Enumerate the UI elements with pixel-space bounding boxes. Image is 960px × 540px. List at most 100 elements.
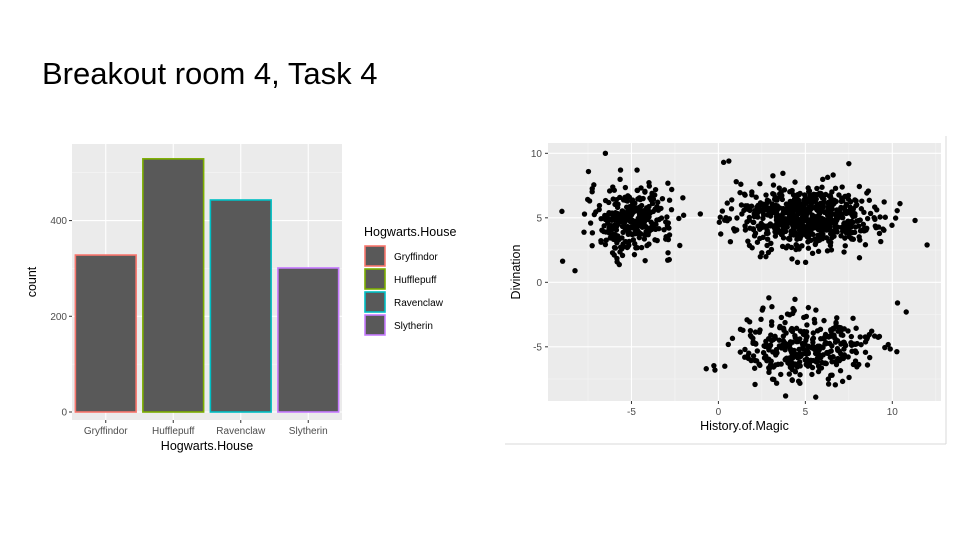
- data-point: [752, 230, 759, 236]
- data-point: [770, 173, 776, 179]
- data-point: [809, 250, 816, 257]
- data-point: [815, 222, 821, 228]
- data-point: [813, 394, 819, 400]
- data-point: [652, 186, 659, 193]
- data-point: [602, 150, 609, 157]
- data-point: [739, 211, 745, 217]
- data-point: [836, 348, 843, 355]
- data-point: [835, 357, 841, 363]
- data-point: [742, 227, 749, 233]
- data-point: [849, 348, 855, 354]
- data-point: [760, 305, 766, 311]
- plot-panel: [548, 143, 941, 401]
- data-point: [585, 168, 592, 175]
- data-point: [596, 202, 603, 209]
- data-point: [665, 250, 671, 256]
- data-point: [633, 245, 639, 251]
- data-point: [607, 235, 613, 241]
- data-point: [819, 359, 825, 366]
- data-point: [864, 215, 871, 222]
- data-point: [789, 355, 796, 361]
- data-point: [858, 206, 865, 212]
- legend-key-ravenclaw: [364, 291, 386, 313]
- bar-gryffindor: [74, 254, 137, 413]
- data-point: [810, 357, 816, 364]
- data-point: [848, 333, 855, 340]
- data-point: [788, 210, 794, 217]
- data-point: [766, 198, 772, 204]
- data-point: [853, 325, 859, 331]
- data-point: [832, 185, 839, 192]
- data-point: [846, 160, 852, 167]
- data-point: [646, 241, 652, 247]
- data-point: [810, 339, 816, 346]
- data-point: [792, 369, 799, 375]
- data-point: [846, 374, 852, 381]
- data-point: [828, 348, 834, 354]
- data-point: [652, 237, 658, 243]
- data-point: [859, 198, 865, 204]
- data-point: [615, 233, 621, 239]
- data-point: [867, 210, 874, 217]
- data-point: [780, 170, 786, 177]
- data-point: [789, 256, 795, 262]
- x-axis-title: Hogwarts.House: [161, 439, 253, 453]
- data-point: [624, 198, 631, 204]
- data-point: [834, 337, 841, 344]
- data-point: [894, 300, 901, 306]
- y-tick-label: 0: [536, 278, 542, 289]
- data-point: [796, 346, 802, 353]
- data-point: [903, 309, 909, 315]
- data-point: [791, 307, 797, 314]
- data-point: [862, 349, 869, 355]
- data-point: [738, 181, 744, 187]
- data-point: [753, 341, 759, 347]
- data-point: [587, 220, 594, 226]
- data-point: [807, 207, 813, 214]
- data-point: [892, 215, 899, 221]
- data-point: [835, 328, 841, 334]
- data-point: [759, 250, 765, 256]
- data-point: [795, 211, 801, 217]
- data-point: [612, 245, 619, 251]
- data-point: [632, 230, 638, 236]
- data-point: [845, 228, 852, 235]
- data-point: [809, 371, 815, 378]
- data-point: [842, 243, 848, 249]
- data-point: [719, 208, 726, 214]
- data-point: [655, 199, 661, 205]
- data-point: [750, 353, 757, 359]
- y-tick-label: -5: [533, 342, 542, 353]
- data-point: [842, 193, 848, 200]
- data-point: [770, 182, 777, 188]
- legend-key-gryffindor: [364, 245, 386, 267]
- data-point: [668, 206, 675, 213]
- data-point: [781, 216, 787, 222]
- data-point: [811, 346, 818, 353]
- data-point: [636, 234, 643, 241]
- data-point: [829, 219, 836, 226]
- legend-label-hufflepuff: Hufflepuff: [394, 275, 437, 286]
- data-point: [887, 346, 893, 352]
- data-point: [763, 338, 769, 345]
- data-point: [847, 198, 854, 205]
- data-point: [606, 188, 613, 194]
- data-point: [787, 198, 793, 205]
- data-point: [789, 377, 795, 384]
- data-point: [810, 231, 816, 238]
- data-point: [912, 217, 918, 224]
- data-point: [779, 231, 785, 238]
- data-point: [738, 202, 745, 208]
- data-point: [818, 202, 825, 208]
- x-tick-label: 0: [716, 407, 722, 418]
- data-point: [724, 217, 730, 224]
- data-point: [882, 214, 888, 220]
- data-point: [728, 206, 735, 212]
- data-point: [792, 225, 798, 231]
- data-point: [711, 362, 717, 369]
- data-point: [783, 222, 789, 228]
- data-point: [729, 335, 736, 342]
- data-point: [829, 372, 835, 378]
- data-point: [733, 178, 739, 185]
- data-point: [815, 215, 821, 221]
